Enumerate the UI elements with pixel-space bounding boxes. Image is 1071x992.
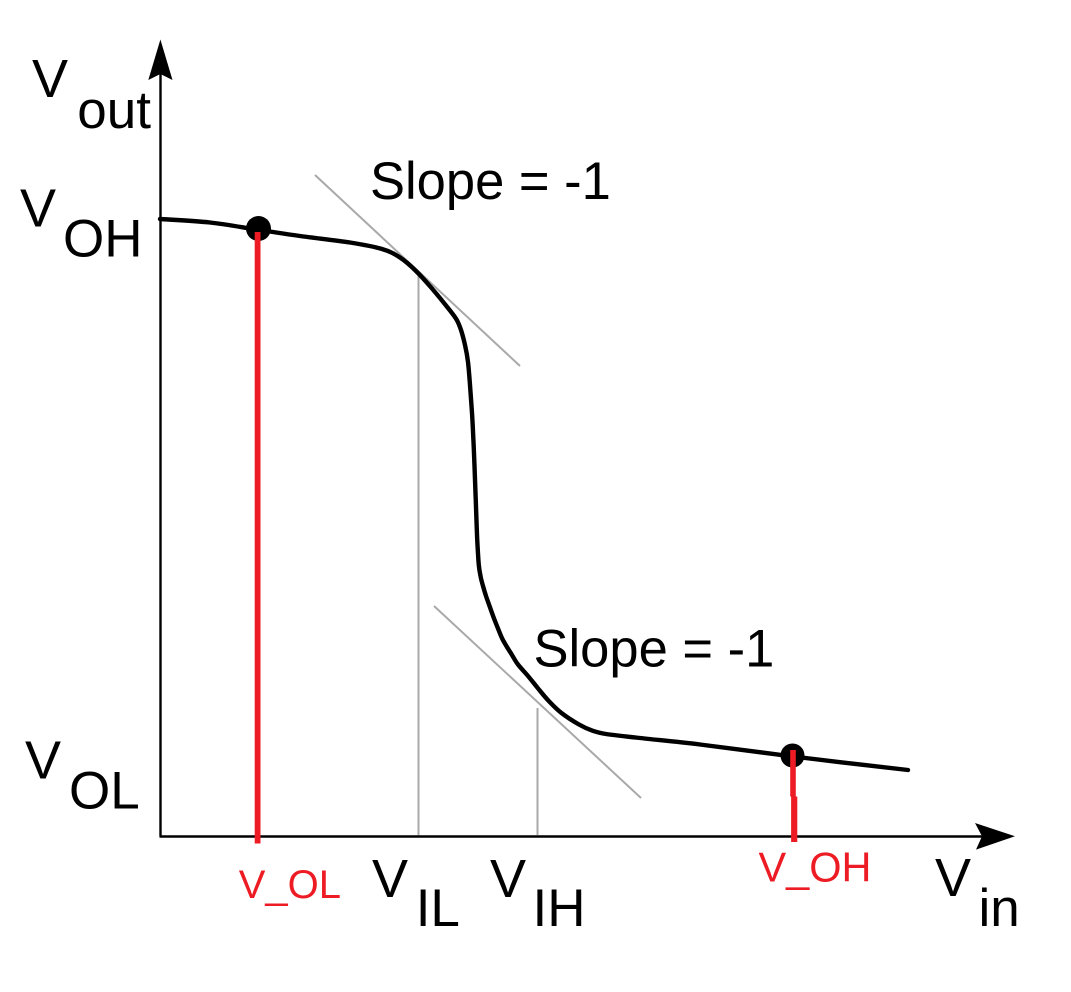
svg-text:OH: OH — [63, 210, 143, 269]
svg-text:V_OL: V_OL — [239, 863, 341, 907]
svg-text:V: V — [25, 731, 61, 791]
svg-text:V: V — [32, 49, 68, 109]
svg-text:V_OH: V_OH — [759, 844, 872, 891]
svg-text:OL: OL — [69, 762, 140, 821]
svg-text:V: V — [490, 849, 526, 909]
svg-text:Slope = -1: Slope = -1 — [370, 152, 611, 211]
svg-text:V: V — [372, 849, 408, 909]
svg-text:V: V — [935, 848, 971, 908]
svg-text:V: V — [20, 179, 56, 239]
svg-text:out: out — [77, 81, 151, 140]
svg-text:in: in — [979, 879, 1020, 938]
svg-text:IH: IH — [533, 879, 586, 938]
svg-text:IL: IL — [416, 879, 460, 938]
svg-text:Slope = -1: Slope = -1 — [534, 620, 775, 679]
